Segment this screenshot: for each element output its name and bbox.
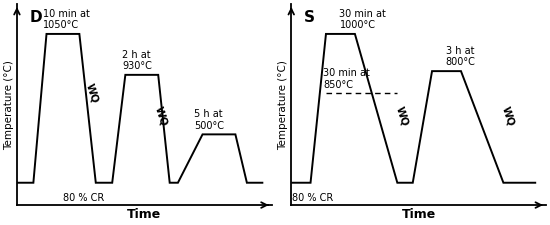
Text: 80 % CR: 80 % CR [292, 193, 333, 203]
Text: S: S [304, 10, 315, 25]
Text: WQ: WQ [500, 105, 516, 127]
Text: 30 min at
850°C: 30 min at 850°C [323, 68, 370, 90]
Text: 2 h at
930°C: 2 h at 930°C [122, 50, 152, 71]
X-axis label: Time: Time [402, 208, 436, 221]
X-axis label: Time: Time [127, 208, 161, 221]
Text: 5 h at
500°C: 5 h at 500°C [194, 109, 224, 131]
Y-axis label: Temperature (°C): Temperature (°C) [278, 60, 288, 150]
Text: 10 min at
1050°C: 10 min at 1050°C [43, 9, 90, 30]
Text: WQ: WQ [84, 82, 100, 105]
Text: 3 h at
800°C: 3 h at 800°C [446, 46, 475, 68]
Text: 30 min at
1000°C: 30 min at 1000°C [339, 9, 386, 30]
Text: WQ: WQ [394, 105, 410, 127]
Text: WQ: WQ [153, 105, 168, 127]
Text: 80 % CR: 80 % CR [63, 193, 104, 203]
Text: D: D [30, 10, 42, 25]
Y-axis label: Temperature (°C): Temperature (°C) [4, 60, 14, 150]
